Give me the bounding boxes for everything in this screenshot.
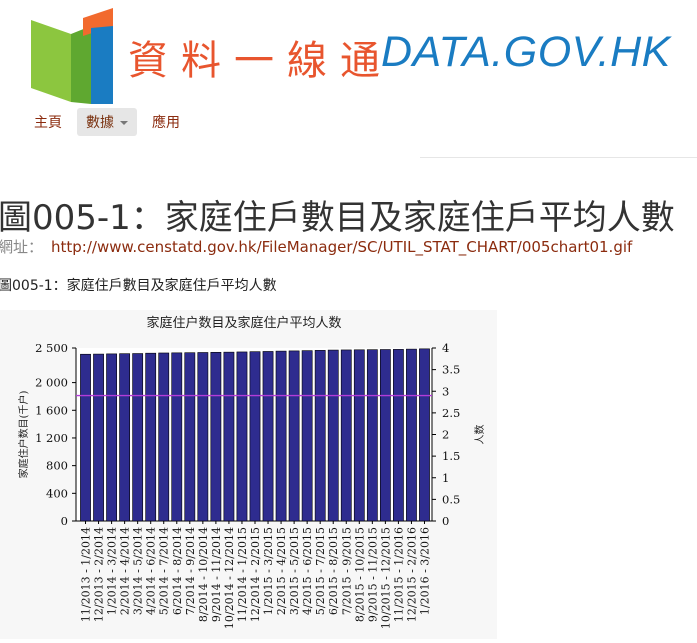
chart-svg: 家庭住户数目及家庭住户平均人数 0 400 800 1 200 1 600 2 000 2 5… — [17, 315, 486, 629]
bar — [106, 353, 117, 522]
x-tick-label: 4/2014 - 6/2014 — [145, 527, 158, 615]
bar — [184, 352, 196, 522]
y-tick-label: 0 — [61, 514, 68, 528]
page-title: 圖005-1：家庭住戶數目及家庭住戶平均人數 — [0, 198, 675, 238]
y2-axis-label: 人数 — [473, 425, 486, 445]
bar — [145, 352, 157, 522]
url-label: 網址： — [0, 238, 44, 256]
bar — [327, 349, 339, 522]
y-tick-label: 400 — [46, 486, 68, 500]
y2-tick-label: 2 — [442, 428, 449, 442]
x-tick-label: 8/2015 - 10/2015 — [353, 527, 366, 622]
y2-tick-label: 0 — [442, 514, 449, 528]
bar — [366, 349, 378, 522]
y-tick-label: 2 000 — [35, 376, 68, 390]
header-divider — [420, 157, 697, 158]
y2-tick-label: 2.5 — [442, 406, 460, 420]
bar — [249, 351, 261, 522]
y2-tick-label: 3 — [442, 384, 449, 398]
source-url-link[interactable]: http://www.censtatd.gov.hk/FileManager/S… — [51, 238, 633, 256]
bar — [132, 353, 144, 522]
x-tick-label: 7/2014 - 9/2014 — [184, 527, 197, 615]
x-tick-label: 2/2014 - 4/2014 — [119, 527, 132, 615]
y2-tick-label: 0.5 — [442, 492, 460, 506]
x-tick-label: 11/2015 - 1/2016 — [392, 527, 405, 622]
image-caption: 圖005-1：家庭住戶數目及家庭住戶平均人數 — [0, 278, 277, 294]
x-tick-label: 10/2014 - 12/2014 — [223, 527, 236, 629]
nav-item-home[interactable]: 主頁 — [34, 115, 62, 131]
x-tick-label: 1/2016 - 3/2016 — [418, 527, 431, 615]
x-tick-label: 12/2015 - 2/2016 — [405, 527, 418, 622]
x-tick-label: 1/2015 - 3/2015 — [262, 527, 275, 615]
y2-tick-label: 1.5 — [442, 449, 460, 463]
y2-tick-label: 4 — [442, 341, 449, 355]
x-tick-label: 7/2015 - 9/2015 — [340, 527, 353, 615]
logo-chinese-text[interactable]: 資料一線通 — [128, 38, 393, 84]
bar — [288, 350, 300, 522]
nav-item-data[interactable]: 數據 — [77, 108, 137, 136]
bar — [406, 348, 417, 522]
y-tick-label: 2 500 — [35, 341, 68, 355]
bar — [93, 353, 104, 522]
x-tick-label: 12/2014 - 2/2015 — [249, 527, 262, 622]
bar — [171, 352, 183, 522]
nav-item-apps[interactable]: 應用 — [152, 115, 180, 131]
bar — [80, 353, 91, 522]
bar — [314, 350, 326, 522]
x-tick-label: 6/2015 - 8/2015 — [327, 527, 340, 615]
x-tick-label: 3/2014 - 5/2014 — [132, 527, 145, 615]
x-tick-label: 1/2014 - 3/2014 — [106, 527, 119, 615]
x-tick-label: 8/2014 - 10/2014 — [197, 527, 210, 622]
y2-tick-label: 1 — [442, 471, 449, 485]
nav-item-data-label: 數據 — [86, 115, 114, 131]
y-tick-label: 1 600 — [35, 403, 68, 417]
y-tick-label: 800 — [46, 459, 68, 473]
main-nav: 主頁 數據 應用 — [25, 108, 195, 136]
x-tick-label: 5/2014 - 7/2014 — [158, 527, 171, 615]
x-tick-label: 9/2014 - 11/2014 — [210, 527, 223, 622]
x-tick-label: 11/2013 - 1/2014 — [80, 527, 93, 622]
bar — [379, 349, 391, 522]
site-logo-icon[interactable] — [31, 8, 113, 104]
x-tick-label: 9/2015 - 11/2015 — [366, 527, 379, 622]
bar — [197, 352, 209, 522]
x-tick-label: 4/2015 - 6/2015 — [301, 527, 314, 615]
y-tick-label: 1 200 — [35, 431, 68, 445]
url-row: 網址： http://www.censtatd.gov.hk/FileManage… — [0, 236, 632, 257]
bar — [419, 348, 430, 522]
bar — [393, 349, 404, 522]
bar — [119, 353, 131, 522]
bar — [340, 349, 352, 522]
x-tick-label: 6/2014 - 8/2014 — [171, 527, 184, 615]
bar — [223, 351, 235, 522]
bar — [262, 351, 274, 522]
bar — [353, 349, 365, 522]
x-tick-label: 10/2015 - 12/2015 — [379, 527, 392, 629]
x-tick-label: 12/2013 - 2/2014 — [93, 527, 106, 622]
chart-image: 家庭住户数目及家庭住户平均人数 0 400 800 1 200 1 600 2 000 2 5… — [0, 310, 497, 639]
chevron-down-icon — [120, 121, 128, 125]
x-tick-label: 2/2015 - 4/2015 — [275, 527, 288, 615]
x-tick-label: 5/2015 - 7/2015 — [314, 527, 327, 615]
logo-english-text[interactable]: DATA.GOV.HK — [381, 28, 671, 76]
bar — [210, 351, 222, 522]
bar — [236, 351, 248, 522]
bar — [158, 352, 170, 522]
bar — [301, 350, 313, 522]
y-axis-label: 家庭住户数目(千户) — [17, 391, 30, 479]
x-tick-label: 11/2014 - 1/2015 — [236, 527, 249, 622]
y2-tick-label: 3.5 — [442, 363, 460, 377]
x-tick-label: 3/2015 - 5/2015 — [288, 527, 301, 615]
chart-title: 家庭住户数目及家庭住户平均人数 — [146, 315, 341, 331]
bar — [275, 350, 287, 522]
